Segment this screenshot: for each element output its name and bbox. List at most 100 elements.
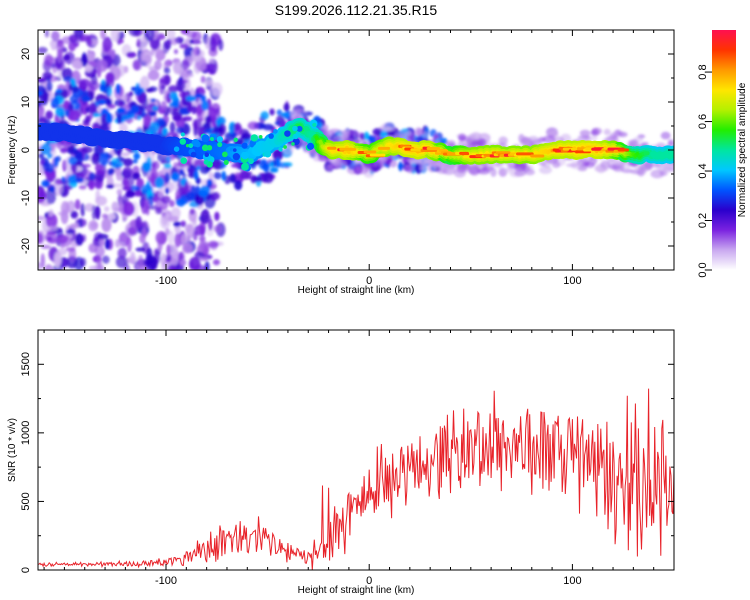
halo-blob [603,129,611,136]
band-blob [61,88,68,99]
noise-blob [88,52,95,61]
band-blob [88,172,96,181]
band-blob [276,109,283,116]
band-blob [132,159,138,164]
noise-blob [107,213,116,220]
noise-blob [189,208,195,215]
halo-blob [552,161,561,168]
noise-blob [122,201,135,216]
halo-blob [404,130,412,137]
noise-blob [209,37,217,52]
y-tick-label: 0 [20,147,32,153]
halo-blob [591,129,598,136]
noise-blob [214,211,220,221]
band-blob [179,168,185,176]
band-blob [148,195,154,206]
band-blob [94,181,102,189]
noise-blob [121,152,130,157]
noise-blob [169,257,179,266]
noise-blob [78,218,83,228]
noise-blob [69,223,81,229]
noise-blob [126,51,137,58]
halo-blob [468,133,483,140]
mid-blob [292,133,299,140]
figure-title: S199.2026.112.21.35.R15 [275,2,438,18]
band-blob [363,131,370,141]
halo-blob [434,132,444,140]
noise-blob [167,264,178,270]
mid-blob [278,147,283,152]
band-blob [148,121,160,133]
noise-blob [48,209,54,217]
halo-blob [650,169,665,179]
halo-blob [577,166,588,172]
noise-blob [117,247,127,259]
noise-blob [96,59,108,73]
band-blob [46,81,53,92]
mid-blob [173,146,180,152]
noise-blob [161,252,166,263]
y-tick-label: -20 [20,238,32,254]
noise-blob [111,201,119,212]
noise-blob [80,257,87,267]
halo-blob [432,162,443,171]
halo-blob [313,157,327,162]
band-blob [116,113,123,125]
band-blob [212,127,225,132]
noise-blob [200,209,210,224]
noise-blob [45,110,53,120]
band-blob [67,148,80,155]
band-blob [41,179,50,188]
band-blob [172,114,182,122]
halo-blob [579,129,591,137]
colorbar-tick-label: 0.8 [697,64,709,79]
noise-blob [88,39,93,46]
band-blob [47,152,53,159]
halo-blob [538,136,546,143]
band-blob [107,168,113,176]
mid-blob [232,153,241,161]
snr-y-label: SNR (10 * v/v) [7,418,18,482]
noise-blob [155,207,163,215]
halo-blob [389,159,397,168]
noise-blob [60,209,69,225]
noise-blob [104,238,111,250]
halo-blob [355,132,365,138]
noise-blob [191,31,202,42]
snr-panel: -100 0 100 0 500 1000 1500 Height of straight… [7,329,675,596]
halo-blob [565,163,579,168]
band-blob [42,71,53,80]
band-blob [204,115,212,126]
band-blob [166,155,171,163]
noise-blob [172,61,183,75]
halo-blob [416,128,424,137]
noise-blob [102,36,113,53]
band-blob [124,180,130,189]
band-blob [76,160,83,167]
noise-blob [209,191,221,201]
snr-background [38,330,674,570]
noise-blob [84,64,93,73]
snr-x-label: Height of straight line (km) [298,585,415,596]
y-tick-label: 10 [20,96,32,108]
spectrogram-x-label: Height of straight line (km) [298,285,415,296]
mid-blob [188,143,194,149]
halo-blob [355,164,369,175]
noise-blob [118,31,125,40]
band-blob [55,106,65,118]
halo-blob [290,110,297,118]
band-blob [182,116,193,122]
noise-blob [173,49,179,55]
noise-blob [133,60,141,71]
band-blob [92,112,101,118]
noise-blob [101,255,110,264]
noise-blob [105,72,115,84]
y-tick-label: 1000 [20,421,32,445]
colorbar-ramp [712,30,736,270]
band-blob [40,143,52,155]
halo-blob [520,137,533,147]
noise-blob [207,62,216,70]
mid-blob [229,147,234,152]
band-blob [130,185,141,192]
band-blob [106,86,113,97]
